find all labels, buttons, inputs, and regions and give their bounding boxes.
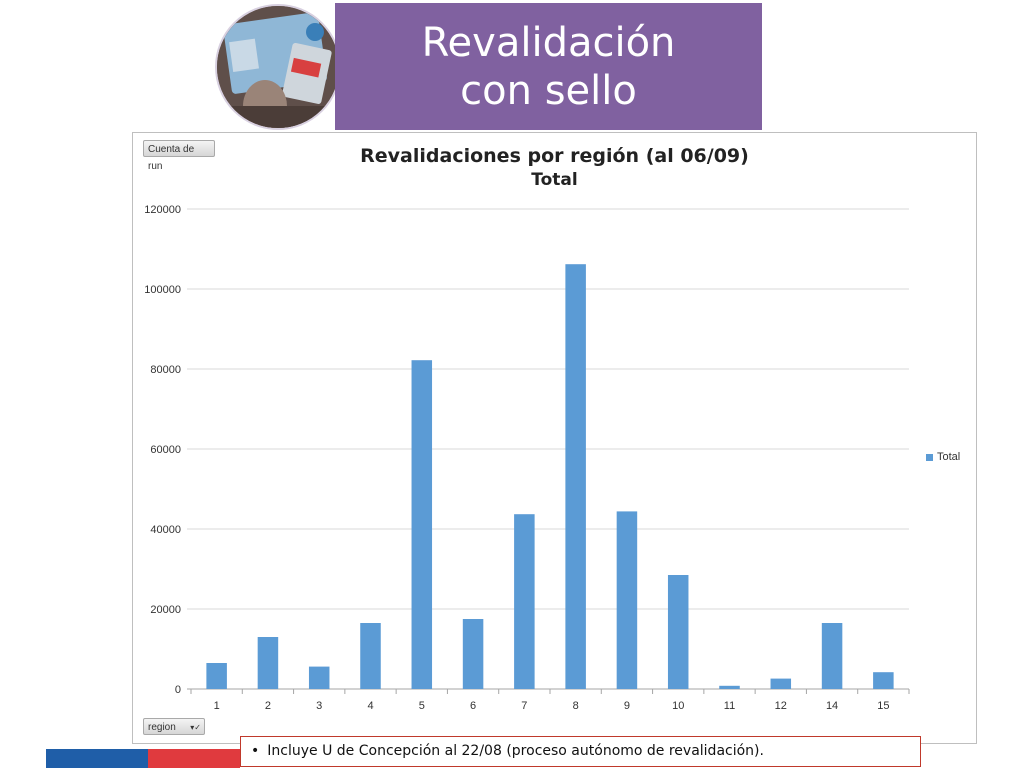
x-tick-label: 2 <box>265 700 271 712</box>
y-tick-label: 60000 <box>150 444 181 456</box>
bar-region-3[interactable] <box>308 666 330 689</box>
x-tick-label: 11 <box>724 700 735 712</box>
x-tick-label: 8 <box>573 700 579 712</box>
x-tick-label: 10 <box>672 700 684 712</box>
photo-image <box>217 6 339 128</box>
legend-label: Total <box>937 451 961 463</box>
bar-region-12[interactable] <box>770 678 792 689</box>
bar-region-14[interactable] <box>821 623 843 689</box>
x-tick-label: 15 <box>877 700 889 712</box>
bullet-icon: • <box>251 743 260 759</box>
x-tick-label: 14 <box>826 700 838 712</box>
bar-region-1[interactable] <box>206 663 227 689</box>
bar-region-15[interactable] <box>873 672 894 689</box>
x-tick-label: 12 <box>775 700 787 712</box>
chart-legend: Total <box>926 451 960 463</box>
bar-region-2[interactable] <box>257 637 279 689</box>
title-banner: Revalidación con sello <box>335 3 762 130</box>
legend-swatch <box>926 453 933 461</box>
x-tick-label: 7 <box>521 700 527 712</box>
y-tick-label: 80000 <box>150 364 181 376</box>
chart-title: Revalidaciones por región (al 06/09) <box>360 145 749 167</box>
x-tick-label: 6 <box>470 700 476 712</box>
bar-region-9[interactable] <box>616 511 638 689</box>
bar-region-4[interactable] <box>360 623 381 689</box>
x-tick-label: 3 <box>316 700 322 712</box>
flag-stripe-red <box>148 749 240 768</box>
y-tick-label: 100000 <box>144 284 181 296</box>
pivot-axis-field-label: region <box>148 722 176 733</box>
footnote-text: Incluye U de Concepción al 22/08 (proces… <box>267 743 764 759</box>
y-tick-label: 40000 <box>150 524 181 536</box>
bar-region-11[interactable] <box>719 685 740 689</box>
student-card-photo <box>215 4 341 130</box>
x-tick-label: 1 <box>214 700 220 712</box>
bar-region-10[interactable] <box>667 575 689 689</box>
chart-subtitle: Total <box>531 170 578 190</box>
bar-region-7[interactable] <box>514 514 535 689</box>
x-tick-label: 5 <box>419 700 425 712</box>
x-tick-label: 9 <box>624 700 630 712</box>
filter-dropdown-icon[interactable]: ▾✓ <box>190 723 201 732</box>
x-tick-label: 4 <box>367 700 373 712</box>
bar-region-8[interactable] <box>565 264 586 689</box>
footnote-box: • Incluye U de Concepción al 22/08 (proce… <box>240 736 921 767</box>
pivot-axis-field-button[interactable]: region ▾✓ <box>143 718 205 735</box>
bar-region-6[interactable] <box>462 619 484 689</box>
chart-frame: Cuenta de run Revalidaciones por región … <box>132 132 977 744</box>
flag-stripe-blue <box>46 749 148 768</box>
y-tick-label: 20000 <box>150 604 181 616</box>
pivot-value-field-button[interactable]: Cuenta de run <box>143 140 215 172</box>
slide-title: Revalidación con sello <box>421 19 676 114</box>
y-tick-label: 0 <box>175 684 181 696</box>
y-tick-label: 120000 <box>144 204 181 216</box>
bar-region-5[interactable] <box>411 360 433 689</box>
